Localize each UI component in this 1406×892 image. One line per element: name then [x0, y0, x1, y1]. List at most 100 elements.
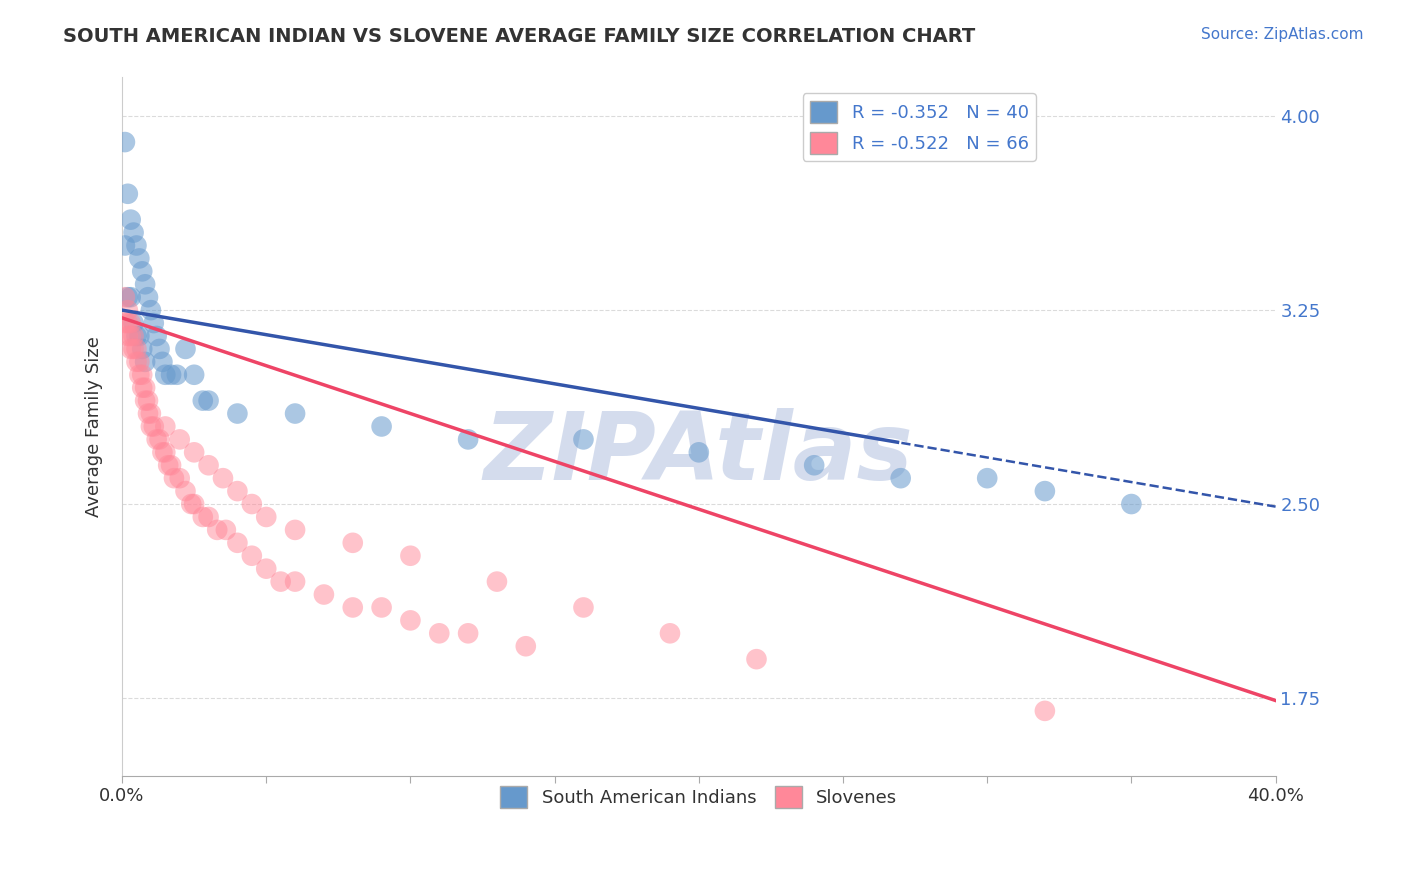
Point — [659, 626, 682, 640]
Point — [399, 613, 422, 627]
Point — [226, 484, 249, 499]
Point — [117, 316, 139, 330]
Point — [131, 381, 153, 395]
Point — [197, 458, 219, 473]
Point — [191, 393, 214, 408]
Point — [114, 135, 136, 149]
Point — [205, 523, 228, 537]
Point — [183, 368, 205, 382]
Point — [131, 368, 153, 382]
Point — [155, 445, 177, 459]
Point — [457, 433, 479, 447]
Point — [370, 419, 392, 434]
Point — [1121, 497, 1143, 511]
Point — [183, 445, 205, 459]
Point — [166, 368, 188, 382]
Point — [148, 342, 170, 356]
Y-axis label: Average Family Size: Average Family Size — [86, 336, 103, 516]
Point — [174, 342, 197, 356]
Point — [152, 445, 174, 459]
Point — [120, 212, 142, 227]
Text: Source: ZipAtlas.com: Source: ZipAtlas.com — [1201, 27, 1364, 42]
Point — [284, 574, 307, 589]
Point — [122, 226, 145, 240]
Point — [142, 316, 165, 330]
Point — [212, 471, 235, 485]
Point — [120, 316, 142, 330]
Point — [139, 407, 162, 421]
Point — [155, 368, 177, 382]
Point — [745, 652, 768, 666]
Point — [120, 329, 142, 343]
Point — [114, 290, 136, 304]
Point — [688, 445, 710, 459]
Point — [572, 600, 595, 615]
Point — [120, 290, 142, 304]
Point — [114, 238, 136, 252]
Point — [131, 264, 153, 278]
Point — [117, 303, 139, 318]
Point — [342, 536, 364, 550]
Point — [128, 368, 150, 382]
Point — [136, 407, 159, 421]
Point — [136, 393, 159, 408]
Point — [145, 433, 167, 447]
Point — [270, 574, 292, 589]
Text: ZIPAtlas: ZIPAtlas — [484, 409, 914, 500]
Point — [131, 342, 153, 356]
Point — [399, 549, 422, 563]
Point — [148, 433, 170, 447]
Point — [572, 433, 595, 447]
Point — [485, 574, 508, 589]
Point — [803, 458, 825, 473]
Point — [139, 303, 162, 318]
Point — [136, 290, 159, 304]
Point — [215, 523, 238, 537]
Point — [284, 523, 307, 537]
Point — [139, 419, 162, 434]
Point — [191, 510, 214, 524]
Point — [183, 497, 205, 511]
Point — [128, 329, 150, 343]
Point — [142, 419, 165, 434]
Point — [160, 368, 183, 382]
Point — [117, 290, 139, 304]
Point — [128, 355, 150, 369]
Point — [122, 316, 145, 330]
Legend: South American Indians, Slovenes: South American Indians, Slovenes — [494, 779, 904, 815]
Point — [134, 393, 156, 408]
Point — [117, 186, 139, 201]
Point — [125, 355, 148, 369]
Point — [1033, 704, 1056, 718]
Point — [457, 626, 479, 640]
Point — [160, 458, 183, 473]
Point — [254, 562, 277, 576]
Point — [427, 626, 450, 640]
Point — [342, 600, 364, 615]
Point — [128, 252, 150, 266]
Point — [226, 536, 249, 550]
Point — [226, 407, 249, 421]
Point — [240, 549, 263, 563]
Point — [370, 600, 392, 615]
Point — [134, 277, 156, 292]
Point — [155, 419, 177, 434]
Point — [169, 433, 191, 447]
Point — [120, 342, 142, 356]
Point — [169, 471, 191, 485]
Point — [1033, 484, 1056, 499]
Point — [976, 471, 998, 485]
Point — [197, 510, 219, 524]
Point — [180, 497, 202, 511]
Point — [254, 510, 277, 524]
Point — [174, 484, 197, 499]
Point — [284, 407, 307, 421]
Point — [163, 471, 186, 485]
Point — [515, 639, 537, 653]
Point — [114, 316, 136, 330]
Point — [145, 329, 167, 343]
Point — [134, 355, 156, 369]
Point — [125, 329, 148, 343]
Point — [157, 458, 180, 473]
Point — [122, 329, 145, 343]
